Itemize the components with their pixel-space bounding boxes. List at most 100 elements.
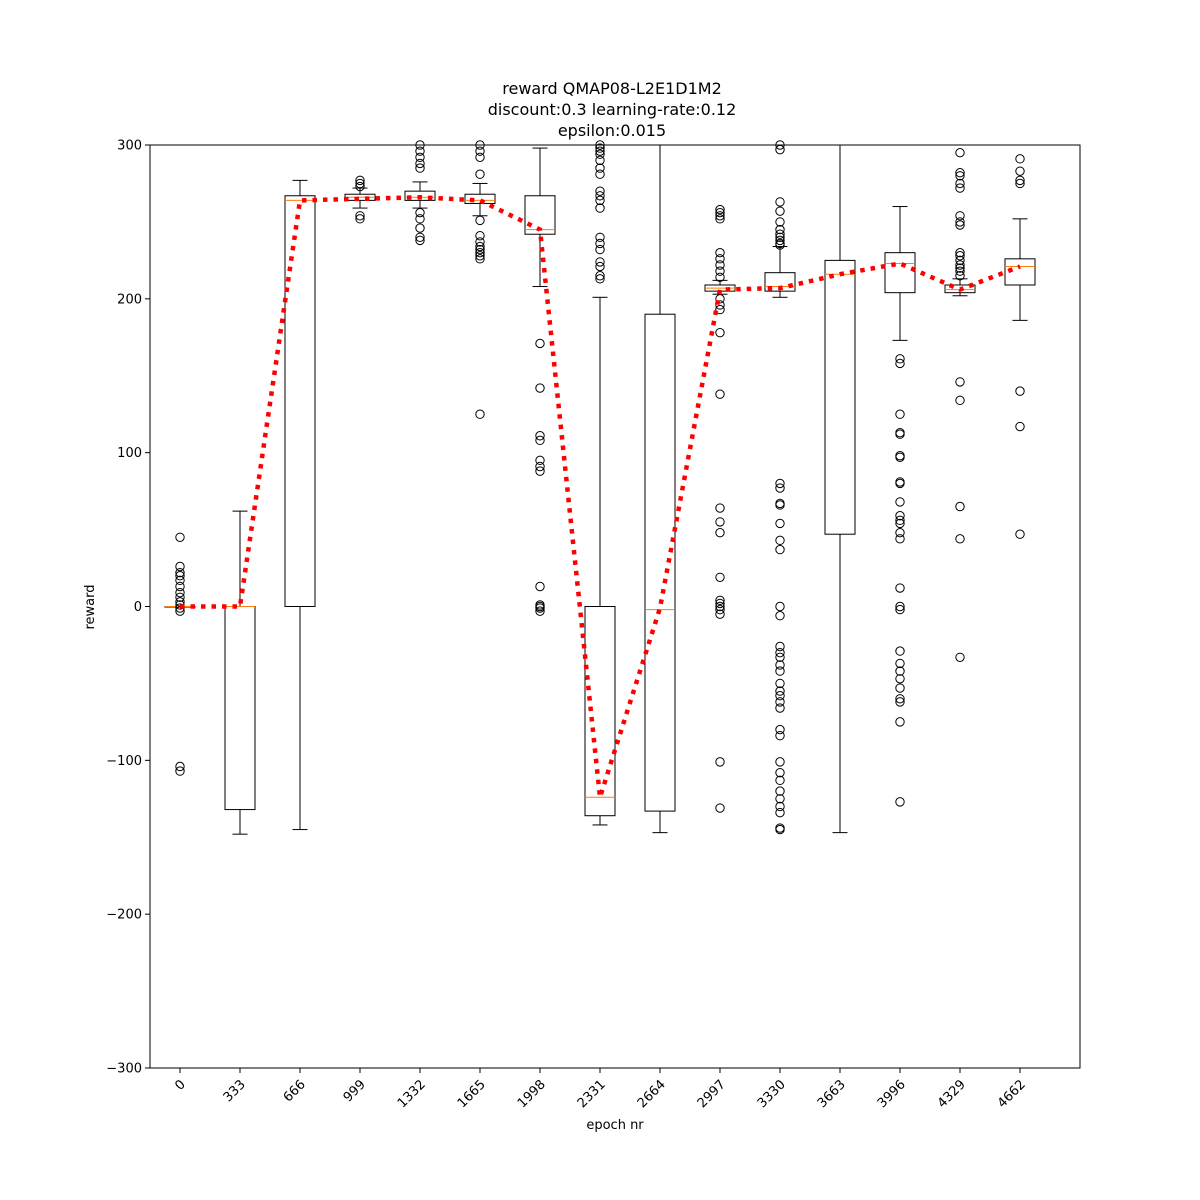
box-iqr bbox=[1004, 258, 1036, 286]
outlier-point bbox=[775, 232, 785, 243]
outlier-point bbox=[955, 260, 965, 270]
outlier-point bbox=[595, 163, 605, 173]
outlier-point bbox=[955, 534, 965, 544]
outlier-point bbox=[955, 652, 965, 662]
outlier-point bbox=[775, 500, 785, 510]
outlier-point bbox=[775, 611, 785, 621]
box-iqr bbox=[764, 272, 796, 292]
outlier-point bbox=[175, 575, 185, 586]
outlier-point bbox=[475, 215, 485, 226]
outlier-point bbox=[355, 178, 365, 189]
outlier-point bbox=[475, 169, 485, 179]
outlier-point bbox=[775, 518, 785, 529]
outlier-point bbox=[1015, 386, 1025, 396]
outlier-point bbox=[715, 503, 725, 513]
outlier-point bbox=[895, 646, 905, 656]
outlier-point bbox=[775, 535, 785, 546]
outlier-point bbox=[1015, 175, 1025, 186]
outlier-point bbox=[715, 327, 725, 338]
outlier-point bbox=[175, 592, 185, 602]
outlier-point bbox=[415, 146, 425, 156]
box-iqr bbox=[524, 195, 556, 235]
outlier-point bbox=[955, 183, 965, 193]
outlier-point bbox=[595, 149, 605, 159]
outlier-point bbox=[1015, 421, 1025, 432]
outlier-point bbox=[895, 358, 905, 369]
outlier-point bbox=[895, 478, 905, 489]
outlier-point bbox=[895, 527, 905, 538]
outlier-point bbox=[595, 274, 605, 284]
outlier-point bbox=[895, 518, 905, 529]
outlier-point bbox=[475, 409, 485, 419]
outlier-point bbox=[775, 686, 785, 696]
outlier-point bbox=[955, 211, 965, 221]
outlier-point bbox=[415, 152, 425, 163]
chart-title-line-3: epsilon:0.015 bbox=[558, 121, 666, 140]
outlier-point bbox=[415, 207, 425, 218]
outlier-point bbox=[715, 214, 725, 224]
outlier-point bbox=[955, 263, 965, 273]
outlier-point bbox=[715, 211, 725, 221]
outlier-point bbox=[955, 178, 965, 189]
outlier-point bbox=[775, 767, 785, 778]
outlier-point bbox=[595, 261, 605, 272]
outlier-point bbox=[715, 260, 725, 270]
outlier-point bbox=[715, 207, 725, 218]
outlier-point bbox=[475, 241, 485, 252]
outlier-point bbox=[475, 244, 485, 255]
outlier-point bbox=[775, 601, 785, 612]
outlier-point bbox=[175, 761, 185, 772]
outlier-point bbox=[775, 224, 785, 235]
box-iqr bbox=[644, 313, 676, 812]
outlier-point bbox=[415, 158, 425, 169]
outlier-point bbox=[895, 452, 905, 462]
outlier-point bbox=[715, 601, 725, 612]
outlier-point bbox=[895, 683, 905, 693]
outlier-point bbox=[775, 652, 785, 662]
outlier-point bbox=[535, 455, 545, 466]
outlier-point bbox=[175, 571, 185, 581]
y-tick-label: 300 bbox=[117, 139, 142, 154]
outlier-point bbox=[775, 229, 785, 239]
outlier-point bbox=[595, 191, 605, 201]
outlier-point bbox=[895, 497, 905, 507]
outlier-point bbox=[895, 717, 905, 727]
outlier-point bbox=[475, 237, 485, 247]
outlier-point bbox=[715, 304, 725, 315]
outlier-point bbox=[475, 254, 485, 264]
outlier-point bbox=[1015, 178, 1025, 189]
outlier-point bbox=[775, 775, 785, 786]
box-iqr bbox=[944, 284, 976, 294]
outlier-point bbox=[895, 511, 905, 521]
outlier-point bbox=[595, 232, 605, 243]
outlier-point bbox=[1015, 154, 1025, 164]
outlier-point bbox=[775, 660, 785, 670]
outlier-point bbox=[595, 257, 605, 267]
outlier-point bbox=[895, 409, 905, 419]
y-tick-label: −100 bbox=[106, 754, 142, 769]
outlier-point bbox=[775, 206, 785, 216]
outlier-point bbox=[895, 515, 905, 526]
outlier-point bbox=[535, 466, 545, 476]
box-iqr bbox=[284, 195, 316, 607]
outlier-point bbox=[475, 152, 485, 163]
outlier-point bbox=[775, 757, 785, 767]
outlier-point bbox=[775, 240, 785, 250]
outlier-point bbox=[775, 197, 785, 207]
chart-title-line-2: discount:0.3 learning-rate:0.12 bbox=[488, 100, 737, 119]
y-tick-label: −300 bbox=[106, 1062, 142, 1077]
y-axis-label: reward bbox=[83, 584, 98, 629]
outlier-point bbox=[955, 251, 965, 261]
y-axis: −300 −200 −100 0 100 200 300 bbox=[106, 139, 150, 1077]
outlier-point bbox=[415, 163, 425, 173]
outlier-point bbox=[955, 271, 965, 281]
outlier-point bbox=[955, 217, 965, 227]
outlier-point bbox=[895, 666, 905, 676]
outlier-point bbox=[535, 606, 545, 616]
outlier-point bbox=[595, 195, 605, 206]
outlier-point bbox=[895, 601, 905, 612]
outlier-point bbox=[355, 211, 365, 221]
plot-area bbox=[164, 140, 1036, 835]
outlier-point bbox=[775, 217, 785, 227]
